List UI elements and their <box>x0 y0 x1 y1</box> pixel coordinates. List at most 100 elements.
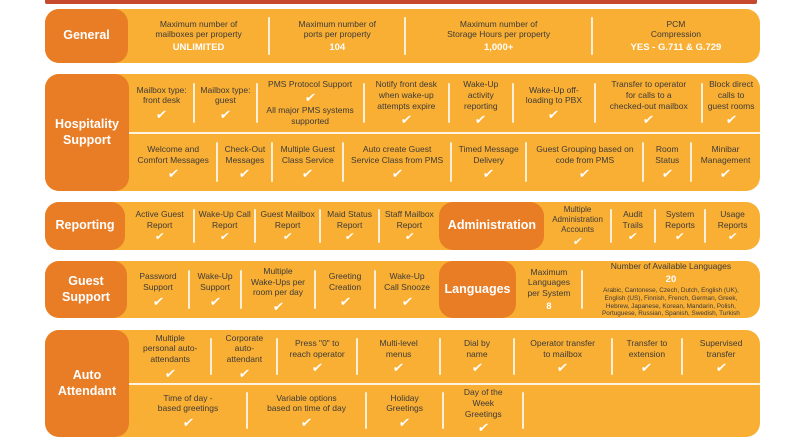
check-icon <box>401 295 414 308</box>
band-label-administration: Administration <box>439 202 545 250</box>
band-reporting-administration: Reporting Active Guest Report Wake-Up Ca… <box>45 202 760 250</box>
check-icon <box>239 167 252 180</box>
check-icon <box>556 361 569 374</box>
check-icon <box>154 232 165 243</box>
check-icon <box>272 300 285 313</box>
check-icon <box>719 167 732 180</box>
cell-multiple-personal-aa: Multiple personal auto- attendants <box>129 330 211 383</box>
languages-cells: Maximum Languages per System 8 Number of… <box>516 261 760 318</box>
value-text: YES - G.711 & G.729 <box>630 41 722 53</box>
cell-multiple-wakeups: Multiple Wake-Ups per room per day <box>240 261 315 318</box>
cell-holiday-greetings: Holiday Greetings <box>365 385 443 438</box>
check-icon <box>301 167 314 180</box>
check-icon <box>642 113 655 126</box>
cell-wakeup-call-snooze: Wake-Up Call Snooze <box>374 261 439 318</box>
cell-max-mailboxes: Maximum number of mailboxes per property… <box>155 18 242 53</box>
cell-wakeup-call-report: Wake-Up Call Report <box>193 202 255 250</box>
check-icon <box>675 232 686 243</box>
check-icon <box>238 367 251 380</box>
band-auto-attendant: Auto Attendant Multiple personal auto- a… <box>45 330 760 437</box>
cell-usage-reports: Usage Reports <box>704 202 760 250</box>
auto-attendant-rows: Multiple personal auto- attendants Corpo… <box>129 330 760 437</box>
cell-greeting-creation: Greeting Creation <box>313 261 375 318</box>
cell-multiple-guest-class: Multiple Guest Class Service <box>271 134 343 192</box>
cell-active-guest-report: Active Guest Report <box>125 202 194 250</box>
cell-max-languages: Maximum Languages per System 8 <box>527 266 571 312</box>
reporting-cells: Active Guest Report Wake-Up Call Report … <box>125 202 439 250</box>
cell-system-reports: System Reports <box>653 202 705 250</box>
check-icon <box>627 232 638 243</box>
cell-multiple-admin-accounts: Multiple Administration Accounts <box>544 202 610 250</box>
check-icon <box>715 361 728 374</box>
cell-press-0-operator: Press "0" to reach operator <box>276 330 357 383</box>
value-text: 1,000+ <box>483 41 514 53</box>
check-icon <box>339 295 352 308</box>
check-icon <box>152 295 165 308</box>
cell-auto-create-guest-class: Auto create Guest Service Class from PMS <box>342 134 451 192</box>
check-icon <box>155 108 168 121</box>
cell-checkout-messages: Check-Out Messages <box>216 134 272 192</box>
check-icon <box>572 237 583 248</box>
band-guest-support-languages: Guest Support Password Support Wake-Up S… <box>45 261 760 318</box>
cell-guest-mailbox-report: Guest Mailbox Report <box>254 202 320 250</box>
check-icon <box>167 167 180 180</box>
cell-minibar-management: Minibar Management <box>690 134 760 192</box>
language-list: Arabic, Cantonese, Czech, Dutch, English… <box>602 287 740 318</box>
auto-attendant-row-2: Time of day - based greetings Variable o… <box>129 385 760 438</box>
check-icon <box>482 167 495 180</box>
check-icon <box>300 416 313 429</box>
cell-maid-status-report: Maid Status Report <box>318 202 379 250</box>
cell-guest-grouping: Guest Grouping based on code from PMS <box>525 134 643 192</box>
cell-day-of-week-greetings: Day of the Week Greetings <box>442 385 523 438</box>
check-icon <box>164 367 177 380</box>
check-icon <box>400 113 413 126</box>
cell-staff-mailbox-report: Staff Mailbox Report <box>378 202 439 250</box>
hospitality-rows: Mailbox type: front desk Mailbox type: g… <box>129 74 760 191</box>
check-icon <box>579 167 592 180</box>
check-icon <box>392 361 405 374</box>
band-label-guest-support: Guest Support <box>45 261 127 318</box>
check-icon <box>311 361 324 374</box>
check-icon <box>282 232 293 243</box>
cell-mailbox-front-desk: Mailbox type: front desk <box>129 74 194 132</box>
cell-max-ports: Maximum number of ports per property 104 <box>268 9 405 63</box>
hospitality-row-1: Mailbox type: front desk Mailbox type: g… <box>129 74 760 134</box>
check-icon <box>641 361 654 374</box>
administration-cells: Multiple Administration Accounts Audit T… <box>544 202 760 250</box>
check-icon <box>727 232 738 243</box>
check-icon <box>661 167 674 180</box>
cell-wakeup-offloading: Wake-Up off- loading to PBX <box>511 74 596 132</box>
check-icon <box>391 167 404 180</box>
band-label-languages: Languages <box>439 261 516 318</box>
check-icon <box>474 113 487 126</box>
cell-welcome-comfort: Welcome and Comfort Messages <box>129 134 217 192</box>
general-cells: Maximum number of mailboxes per property… <box>128 9 760 63</box>
check-icon <box>471 361 484 374</box>
check-icon <box>477 421 490 434</box>
cell-password-support: Password Support <box>127 261 189 318</box>
value-text: 20 <box>665 273 677 285</box>
check-icon <box>398 416 411 429</box>
cell-max-storage-hours: Maximum number of Storage Hours per prop… <box>404 9 591 63</box>
cell-block-direct-calls: Block direct calls to guest rooms <box>701 74 760 132</box>
cell-pms-protocol: PMS Protocol Support All major PMS syste… <box>255 74 364 132</box>
check-icon <box>404 232 415 243</box>
check-icon <box>725 113 738 126</box>
band-label-auto-attendant: Auto Attendant <box>45 330 129 437</box>
hospitality-row-2: Welcome and Comfort Messages Check-Out M… <box>129 134 760 192</box>
cell-multilevel-menus: Multi-level menus <box>355 330 440 383</box>
check-icon <box>344 232 355 243</box>
cell-operator-transfer-mailbox: Operator transfer to mailbox <box>512 330 612 383</box>
cell-corporate-aa: Corporate auto- attendant <box>210 330 277 383</box>
cell-transfer-extension: Transfer to extension <box>610 330 682 383</box>
cell-wakeup-support: Wake-Up Support <box>188 261 241 318</box>
cell-time-of-day-greetings: Time of day - based greetings <box>129 385 247 438</box>
band-hospitality-support: Hospitality Support Mailbox type: front … <box>45 74 760 191</box>
cell-notify-front-desk: Notify front desk when wake-up attempts … <box>362 74 450 132</box>
value-text: 104 <box>329 41 346 53</box>
cell-room-status: Room Status <box>642 134 691 192</box>
cell-transfer-operator-checkedout: Transfer to operator for calls to a chec… <box>594 74 702 132</box>
check-icon <box>548 108 561 121</box>
value-text: UNLIMITED <box>172 41 225 53</box>
